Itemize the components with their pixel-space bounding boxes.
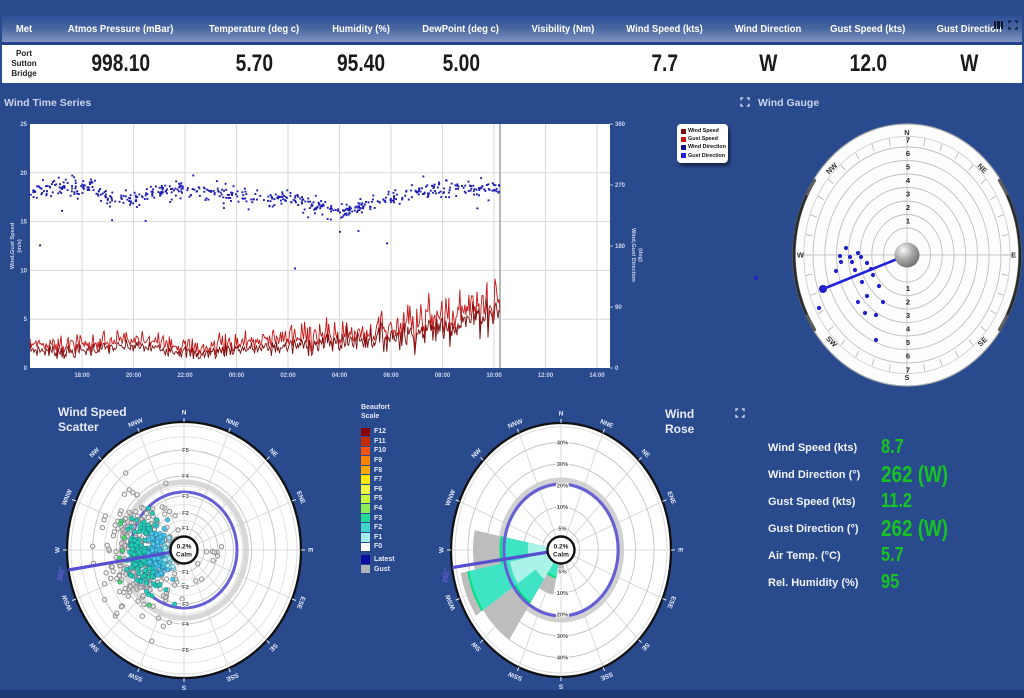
svg-text:14:00: 14:00 — [589, 373, 605, 379]
svg-text:S: S — [904, 373, 909, 382]
svg-text:4: 4 — [906, 176, 911, 185]
svg-text:NNW: NNW — [507, 418, 525, 431]
svg-text:WSW: WSW — [444, 592, 457, 611]
svg-text:5%: 5% — [558, 527, 566, 533]
svg-text:ESE: ESE — [295, 595, 307, 610]
svg-text:E: E — [307, 548, 314, 553]
svg-text:E: E — [677, 548, 684, 553]
svg-text:20: 20 — [20, 171, 27, 177]
svg-text:40%: 40% — [557, 441, 569, 447]
svg-text:N: N — [904, 128, 909, 137]
svg-text:360: 360 — [615, 122, 626, 128]
svg-text:04:00: 04:00 — [332, 373, 348, 379]
svg-text:SSW: SSW — [506, 669, 523, 681]
svg-text:(deg): (deg) — [637, 248, 643, 262]
svg-text:NNE: NNE — [599, 418, 615, 430]
svg-text:SSE: SSE — [599, 670, 614, 682]
svg-text:NE: NE — [640, 448, 652, 460]
svg-text:7: 7 — [906, 135, 910, 144]
svg-text:270: 270 — [615, 183, 626, 189]
svg-text:F1: F1 — [182, 526, 190, 532]
svg-text:2: 2 — [906, 298, 910, 307]
svg-text:WNW: WNW — [444, 488, 457, 507]
svg-text:0: 0 — [615, 366, 619, 372]
svg-text:20%: 20% — [557, 484, 569, 490]
svg-text:5: 5 — [906, 338, 910, 347]
svg-text:20%: 20% — [557, 613, 569, 619]
svg-text:7: 7 — [906, 365, 910, 374]
svg-text:6: 6 — [906, 352, 910, 361]
svg-text:NW: NW — [89, 446, 102, 459]
svg-text:3: 3 — [906, 311, 910, 320]
svg-text:1: 1 — [906, 217, 910, 226]
svg-text:S: S — [181, 684, 186, 691]
svg-text:262°: 262° — [56, 566, 66, 582]
svg-text:5: 5 — [24, 317, 28, 323]
svg-text:F2: F2 — [182, 585, 189, 591]
svg-text:Calm: Calm — [553, 552, 569, 559]
svg-text:ESE: ESE — [665, 595, 677, 610]
svg-text:10:00: 10:00 — [486, 373, 502, 379]
svg-text:10%: 10% — [557, 505, 569, 511]
svg-text:W: W — [54, 546, 61, 553]
svg-text:ENE: ENE — [295, 490, 307, 506]
svg-text:5%: 5% — [558, 570, 566, 576]
svg-text:12:00: 12:00 — [538, 373, 554, 379]
svg-text:3: 3 — [906, 190, 910, 199]
svg-text:ENE: ENE — [665, 490, 677, 506]
svg-text:30%: 30% — [557, 634, 569, 640]
svg-text:22:00: 22:00 — [177, 373, 193, 379]
svg-text:WSW: WSW — [61, 593, 74, 612]
svg-text:F2: F2 — [182, 511, 189, 517]
svg-text:WNW: WNW — [61, 488, 74, 507]
svg-text:F3: F3 — [182, 494, 190, 500]
svg-text:W: W — [438, 546, 445, 553]
svg-text:SE: SE — [639, 641, 650, 652]
svg-text:10%: 10% — [557, 591, 569, 597]
svg-text:20:00: 20:00 — [126, 373, 142, 379]
svg-text:0: 0 — [24, 366, 28, 372]
svg-text:06:00: 06:00 — [383, 373, 399, 379]
svg-text:F1: F1 — [182, 570, 190, 576]
svg-text:4: 4 — [906, 325, 911, 334]
svg-text:30%: 30% — [557, 462, 569, 468]
svg-text:NNW: NNW — [127, 417, 145, 430]
svg-text:0.2%: 0.2% — [177, 544, 192, 551]
svg-text:F5: F5 — [182, 448, 190, 454]
svg-text:SSW: SSW — [127, 670, 144, 682]
svg-text:180: 180 — [615, 244, 626, 250]
svg-text:1: 1 — [906, 284, 910, 293]
svg-text:F4: F4 — [182, 474, 190, 480]
svg-text:6: 6 — [906, 149, 910, 158]
svg-text:18:00: 18:00 — [74, 373, 90, 379]
svg-text:08:00: 08:00 — [435, 373, 451, 379]
svg-text:262°: 262° — [441, 568, 451, 584]
svg-text:N: N — [559, 410, 564, 417]
svg-text:(m/s): (m/s) — [17, 239, 23, 253]
svg-text:2: 2 — [906, 203, 910, 212]
svg-text:N: N — [182, 409, 187, 416]
svg-text:0.2%: 0.2% — [554, 544, 569, 551]
svg-text:F4: F4 — [182, 622, 190, 628]
svg-text:Calm: Calm — [176, 552, 192, 559]
svg-text:40%: 40% — [557, 656, 569, 662]
svg-text:02:00: 02:00 — [280, 373, 296, 379]
svg-text:F5: F5 — [182, 648, 190, 654]
svg-text:Wind,Gust Speed: Wind,Gust Speed — [10, 222, 16, 269]
svg-text:Wind,Gust Direction: Wind,Gust Direction — [630, 228, 636, 282]
svg-text:25: 25 — [20, 122, 27, 128]
svg-text:90: 90 — [615, 305, 622, 311]
svg-text:W: W — [797, 251, 805, 260]
svg-text:10: 10 — [20, 268, 27, 274]
svg-text:00:00: 00:00 — [229, 373, 245, 379]
svg-text:S: S — [558, 683, 563, 690]
svg-text:F3: F3 — [182, 602, 190, 608]
svg-text:SE: SE — [267, 642, 278, 653]
svg-text:NE: NE — [268, 447, 280, 459]
svg-text:E: E — [1011, 251, 1016, 260]
svg-text:NNE: NNE — [225, 417, 241, 429]
svg-text:5: 5 — [906, 163, 910, 172]
svg-text:SSE: SSE — [224, 671, 239, 683]
svg-text:15: 15 — [20, 220, 27, 226]
